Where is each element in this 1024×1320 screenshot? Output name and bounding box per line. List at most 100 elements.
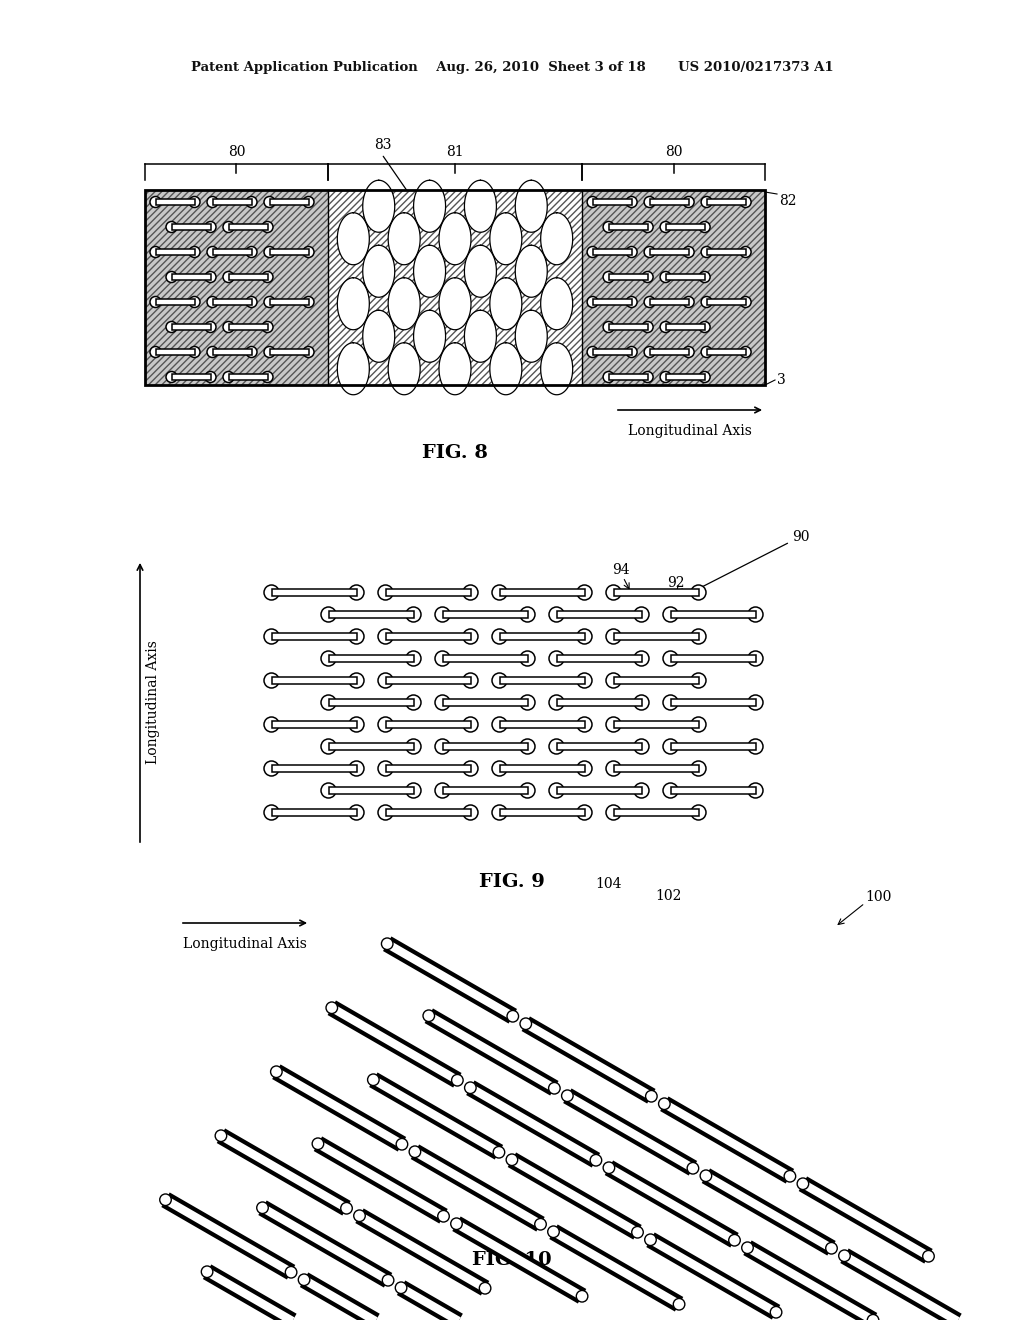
Circle shape xyxy=(587,297,598,308)
Circle shape xyxy=(270,1067,283,1077)
Circle shape xyxy=(326,1002,338,1014)
Polygon shape xyxy=(465,181,497,232)
Circle shape xyxy=(264,762,279,776)
Bar xyxy=(269,249,308,255)
Bar xyxy=(171,325,211,330)
Circle shape xyxy=(264,585,279,601)
Circle shape xyxy=(634,783,649,799)
Circle shape xyxy=(189,346,200,358)
Circle shape xyxy=(683,297,694,308)
Bar xyxy=(269,350,308,355)
Bar xyxy=(442,787,527,795)
Circle shape xyxy=(463,717,478,733)
Circle shape xyxy=(452,1074,463,1086)
Circle shape xyxy=(262,322,273,333)
Text: 90: 90 xyxy=(792,531,810,544)
Circle shape xyxy=(298,1274,310,1286)
Bar xyxy=(385,632,470,640)
Circle shape xyxy=(634,696,649,710)
Text: 102: 102 xyxy=(655,888,681,903)
Circle shape xyxy=(207,197,218,207)
Circle shape xyxy=(645,1234,656,1246)
Circle shape xyxy=(603,371,614,383)
Circle shape xyxy=(691,673,706,688)
Circle shape xyxy=(205,272,216,282)
Polygon shape xyxy=(414,181,445,232)
Circle shape xyxy=(262,222,273,232)
Circle shape xyxy=(606,630,621,644)
Bar xyxy=(442,743,527,750)
Circle shape xyxy=(683,247,694,257)
Circle shape xyxy=(303,346,314,358)
Circle shape xyxy=(406,739,421,754)
Bar xyxy=(556,698,641,706)
Text: FIG. 9: FIG. 9 xyxy=(479,873,545,891)
Circle shape xyxy=(644,197,655,207)
Circle shape xyxy=(577,1291,588,1302)
Polygon shape xyxy=(439,213,471,265)
Circle shape xyxy=(202,1266,213,1278)
Bar xyxy=(228,375,267,380)
Bar xyxy=(213,249,252,255)
Circle shape xyxy=(549,739,564,754)
Circle shape xyxy=(492,717,507,733)
Bar xyxy=(271,589,356,597)
Circle shape xyxy=(207,346,218,358)
Circle shape xyxy=(286,1266,297,1278)
Bar xyxy=(613,764,698,772)
Circle shape xyxy=(435,739,450,754)
Bar xyxy=(593,300,632,305)
Circle shape xyxy=(262,371,273,383)
Polygon shape xyxy=(541,343,572,395)
Circle shape xyxy=(642,222,653,232)
Bar xyxy=(269,199,308,205)
Circle shape xyxy=(577,630,592,644)
Circle shape xyxy=(507,1011,518,1022)
Circle shape xyxy=(378,630,393,644)
Text: 100: 100 xyxy=(865,890,891,904)
Bar xyxy=(385,809,470,816)
Text: 92: 92 xyxy=(668,576,685,590)
Circle shape xyxy=(189,247,200,257)
Circle shape xyxy=(463,630,478,644)
Bar xyxy=(156,249,195,255)
Circle shape xyxy=(626,346,637,358)
Polygon shape xyxy=(362,310,394,362)
Circle shape xyxy=(923,1250,934,1262)
Circle shape xyxy=(634,651,649,667)
Circle shape xyxy=(797,1177,809,1189)
Circle shape xyxy=(246,346,257,358)
Polygon shape xyxy=(541,213,572,265)
Bar xyxy=(145,190,765,385)
Circle shape xyxy=(606,717,621,733)
Bar xyxy=(145,190,765,385)
Circle shape xyxy=(520,651,535,667)
Bar xyxy=(500,677,585,684)
Bar xyxy=(156,300,195,305)
Text: 80: 80 xyxy=(665,145,682,158)
Circle shape xyxy=(740,247,751,257)
Circle shape xyxy=(663,696,678,710)
Polygon shape xyxy=(414,246,445,297)
Circle shape xyxy=(321,651,336,667)
Polygon shape xyxy=(541,277,572,330)
Bar xyxy=(608,375,647,380)
Circle shape xyxy=(353,1210,366,1221)
Circle shape xyxy=(264,346,275,358)
Bar xyxy=(608,224,647,230)
Circle shape xyxy=(748,651,763,667)
Circle shape xyxy=(683,346,694,358)
Bar xyxy=(666,275,705,280)
Bar xyxy=(671,743,756,750)
Circle shape xyxy=(663,739,678,754)
Bar xyxy=(213,350,252,355)
Bar xyxy=(328,190,582,385)
Bar xyxy=(442,611,527,618)
Circle shape xyxy=(492,762,507,776)
Circle shape xyxy=(674,1299,685,1309)
Circle shape xyxy=(264,630,279,644)
Bar xyxy=(269,300,308,305)
Bar xyxy=(271,632,356,640)
Bar xyxy=(228,275,267,280)
Bar xyxy=(329,655,414,663)
